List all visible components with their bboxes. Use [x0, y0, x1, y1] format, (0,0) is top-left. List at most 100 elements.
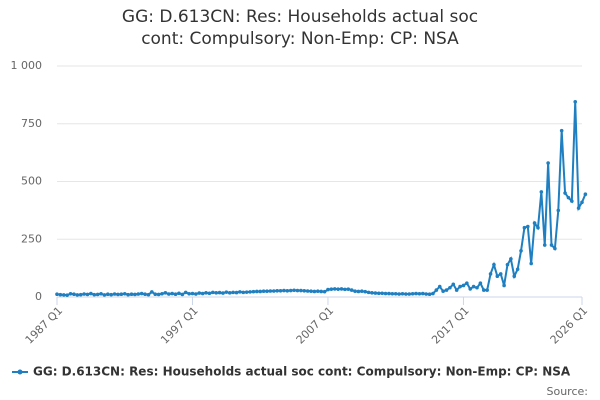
point	[478, 281, 483, 285]
point	[102, 293, 107, 297]
point	[95, 292, 100, 297]
point	[583, 192, 588, 197]
y-tick-label: 500	[21, 175, 42, 188]
x-tick-label: 2007 Q1	[294, 304, 337, 347]
point	[288, 288, 293, 293]
point	[309, 289, 313, 294]
point	[434, 288, 439, 292]
point	[475, 285, 479, 290]
point	[248, 290, 252, 294]
point	[65, 293, 69, 297]
point	[326, 287, 330, 292]
point	[437, 284, 442, 289]
point	[68, 291, 73, 296]
point	[424, 292, 428, 296]
point	[190, 291, 195, 296]
y-tick-label: 0	[35, 290, 42, 303]
point	[387, 291, 391, 296]
point	[217, 290, 222, 295]
x-tick-label: 2017 Q1	[429, 304, 472, 347]
point	[129, 292, 134, 297]
point	[512, 274, 517, 279]
point	[204, 291, 208, 295]
point	[346, 287, 351, 291]
point	[481, 288, 486, 292]
x-tick-label: 1987 Q1	[23, 304, 66, 347]
point	[485, 288, 489, 292]
point	[542, 243, 547, 247]
point	[156, 292, 161, 297]
point	[133, 292, 137, 297]
point	[180, 292, 185, 297]
point	[553, 246, 557, 251]
point	[393, 291, 398, 296]
point	[563, 191, 567, 195]
point	[146, 292, 151, 297]
y-tick-label: 750	[21, 117, 42, 130]
point	[295, 288, 300, 293]
point	[106, 292, 110, 297]
point	[85, 292, 90, 297]
point	[536, 225, 540, 230]
point	[427, 292, 432, 297]
point	[163, 291, 168, 295]
point	[380, 291, 384, 296]
point	[200, 291, 205, 296]
point	[89, 291, 93, 296]
point	[75, 293, 80, 297]
point	[332, 287, 337, 291]
x-tick-label: 2026 Q1	[548, 304, 591, 347]
point	[234, 290, 239, 295]
point	[55, 292, 59, 297]
point	[72, 292, 76, 297]
point	[360, 289, 364, 294]
point	[265, 289, 269, 294]
point	[349, 288, 354, 292]
point	[448, 285, 452, 290]
point	[302, 288, 307, 293]
point	[282, 288, 286, 293]
point	[471, 284, 476, 289]
point	[410, 291, 415, 296]
point	[136, 292, 141, 296]
point	[444, 288, 449, 292]
point	[549, 243, 554, 247]
point	[241, 290, 246, 295]
point	[312, 289, 317, 294]
point	[441, 289, 445, 294]
point	[353, 289, 357, 294]
point	[488, 272, 493, 276]
point	[271, 289, 276, 293]
point	[529, 261, 533, 266]
point	[407, 292, 412, 296]
point	[224, 290, 229, 294]
point	[285, 288, 290, 293]
point	[160, 291, 164, 296]
point	[187, 291, 191, 296]
point	[498, 272, 503, 276]
point	[461, 283, 466, 288]
point	[122, 291, 127, 296]
point	[299, 288, 303, 293]
point	[492, 262, 496, 267]
point	[468, 287, 473, 291]
point	[417, 291, 422, 296]
point	[454, 288, 459, 292]
point	[390, 291, 395, 296]
point	[539, 190, 544, 194]
point	[126, 292, 130, 297]
point	[150, 290, 154, 294]
point	[522, 225, 527, 230]
point	[509, 257, 513, 261]
point	[576, 206, 581, 210]
point	[261, 289, 266, 294]
point	[305, 289, 310, 293]
y-tick-label: 250	[21, 232, 42, 245]
point	[526, 224, 530, 229]
legend-label: GG: D.613CN: Res: Households actual soc …	[33, 365, 571, 379]
point	[112, 292, 117, 296]
point	[414, 291, 418, 296]
point	[505, 262, 510, 267]
point	[319, 289, 323, 294]
